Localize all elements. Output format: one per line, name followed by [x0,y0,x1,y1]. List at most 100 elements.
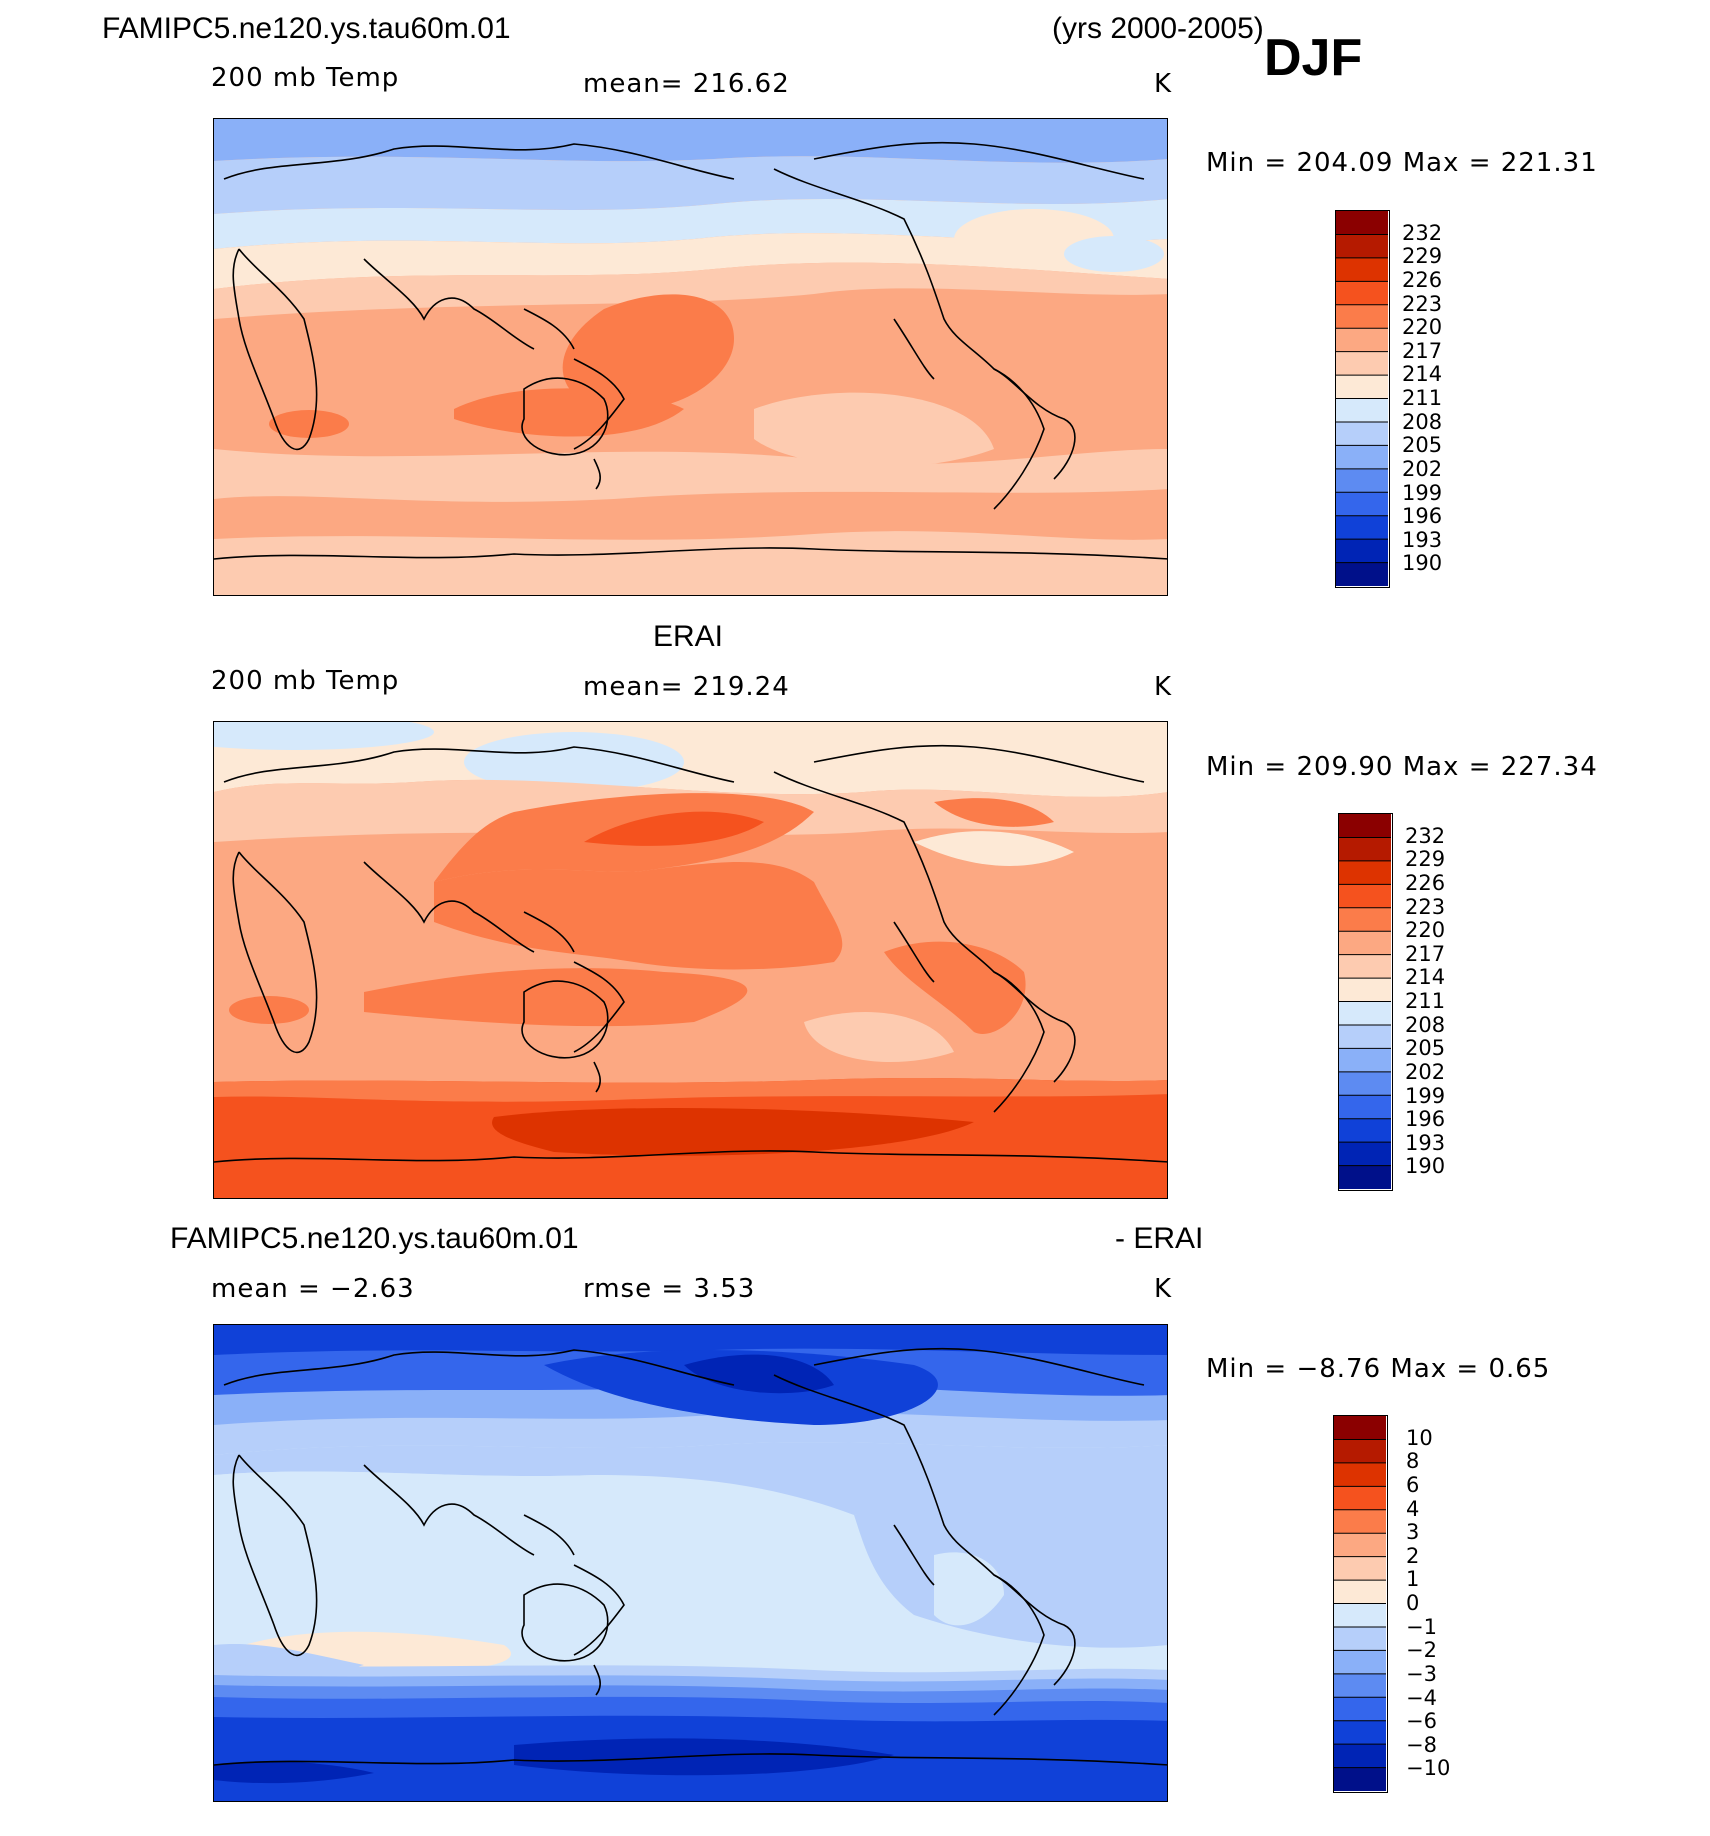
colorbar-swatch [1339,1071,1391,1096]
colorbar-tick-label: 211 [1405,989,1446,1013]
panel1-unit-label: K [1154,69,1173,99]
colorbar-tick-label: 3 [1406,1520,1420,1545]
panel3-title-right: - ERAI [1115,1222,1204,1255]
colorbar-tick-label: 193 [1402,527,1443,552]
colorbar-tick-label: 193 [1405,1130,1446,1155]
colorbar-swatch [1336,492,1388,517]
colorbar-tick-label: 205 [1405,1036,1446,1061]
colorbar-swatch [1339,1024,1391,1049]
colorbar-tick-label: −2 [1406,1638,1437,1663]
colorbar-swatch [1334,1580,1386,1604]
colorbar-swatch [1334,1720,1386,1745]
colorbar-swatch [1336,562,1388,586]
colorbar-tick-label: 220 [1402,315,1443,340]
colorbar-swatch [1336,515,1388,540]
colorbar-swatch [1339,1165,1391,1189]
colorbar-swatch [1336,328,1388,353]
panel2-map [213,721,1168,1199]
case-title: FAMIPC5.ne120.ys.tau60m.01 [102,12,511,45]
colorbar-tick-label: 205 [1402,433,1443,458]
panel3-unit-label: K [1154,1274,1173,1304]
colorbar-swatch [1334,1626,1386,1651]
colorbar-swatch [1336,304,1388,329]
colorbar-swatch [1339,1001,1391,1026]
colorbar-tick-label: 214 [1405,965,1446,990]
colorbar-tick-label: 211 [1402,386,1443,410]
panel1-variable-label: 200 mb Temp [211,63,400,93]
colorbar-swatch [1334,1533,1386,1558]
colorbar-tick-label: 229 [1402,244,1443,269]
colorbar-swatch [1336,281,1388,306]
colorbar-tick-label: 2 [1406,1543,1420,1568]
colorbar-tick-label: −3 [1406,1661,1437,1686]
colorbar-swatch [1334,1767,1386,1791]
colorbar-swatch [1334,1650,1386,1675]
panel2-variable-label: 200 mb Temp [211,666,400,696]
colorbar-tick-label: 196 [1405,1107,1446,1132]
colorbar-tick-label: 190 [1402,551,1443,576]
colorbar-tick-label: −4 [1406,1685,1437,1710]
panel3-rmse-label: rmse = 3.53 [583,1274,756,1304]
colorbar-tick-label: 1 [1406,1567,1420,1592]
colorbar-swatch [1339,884,1391,909]
colorbar-swatch [1339,837,1391,862]
panel2-colorbar [1338,813,1393,1191]
colorbar-tick-label: 229 [1405,847,1446,872]
panel1-colorbar [1335,210,1390,588]
colorbar-tick-label: −1 [1406,1614,1437,1639]
panel2-mean-label: mean= 219.24 [583,672,790,702]
panel2-unit-label: K [1154,672,1173,702]
colorbar-tick-label: 217 [1405,941,1446,966]
colorbar-swatch [1339,1118,1391,1143]
colorbar-swatch [1336,351,1388,376]
colorbar-tick-label: 202 [1402,456,1443,481]
colorbar-swatch [1339,1048,1391,1073]
panel3-title-left: FAMIPC5.ne120.ys.tau60m.01 [170,1222,579,1255]
colorbar-swatch [1339,978,1391,1002]
years-label: (yrs 2000-2005) [1052,12,1264,45]
colorbar-swatch [1334,1462,1386,1487]
colorbar-tick-label: 226 [1405,870,1446,895]
colorbar-swatch [1336,234,1388,259]
colorbar-tick-label: 214 [1402,362,1443,387]
colorbar-swatch [1336,539,1388,564]
colorbar-swatch [1336,421,1388,446]
colorbar-tick-label: 217 [1402,338,1443,363]
colorbar-tick-label: 226 [1402,267,1443,292]
colorbar-swatch [1336,398,1388,423]
panel3-mean-label: mean = −2.63 [211,1274,415,1304]
colorbar-tick-label: 190 [1405,1154,1446,1179]
colorbar-swatch [1336,211,1388,235]
colorbar-tick-label: 0 [1406,1591,1420,1615]
colorbar-swatch [1339,814,1391,838]
colorbar-tick-label: 6 [1406,1472,1420,1497]
colorbar-tick-label: 223 [1402,291,1443,316]
colorbar-tick-label: 10 [1406,1425,1433,1450]
colorbar-tick-label: −6 [1406,1709,1437,1734]
colorbar-tick-label: 223 [1405,894,1446,919]
colorbar-tick-label: 8 [1406,1449,1420,1474]
panel1-minmax-label: Min = 204.09 Max = 221.31 [1206,148,1598,178]
panel1-map [213,118,1168,596]
colorbar-tick-label: 199 [1402,480,1443,505]
colorbar-tick-label: 232 [1405,823,1446,848]
colorbar-swatch [1334,1509,1386,1534]
colorbar-swatch [1334,1416,1386,1440]
panel1-mean-label: mean= 216.62 [583,69,790,99]
colorbar-tick-label: 220 [1405,918,1446,943]
colorbar-tick-label: −10 [1406,1756,1451,1781]
panel3-minmax-label: Min = −8.76 Max = 0.65 [1206,1354,1551,1384]
colorbar-swatch [1334,1697,1386,1722]
colorbar-swatch [1334,1603,1386,1628]
colorbar-tick-label: 232 [1402,220,1443,245]
colorbar-tick-label: 208 [1405,1012,1446,1037]
colorbar-swatch [1336,257,1388,282]
colorbar-swatch [1334,1556,1386,1581]
colorbar-tick-label: −8 [1406,1732,1437,1757]
colorbar-tick-label: 4 [1406,1496,1420,1521]
colorbar-tick-label: 208 [1402,409,1443,434]
colorbar-swatch [1336,375,1388,399]
colorbar-tick-label: 196 [1402,504,1443,529]
colorbar-swatch [1339,1095,1391,1120]
colorbar-swatch [1334,1673,1386,1698]
